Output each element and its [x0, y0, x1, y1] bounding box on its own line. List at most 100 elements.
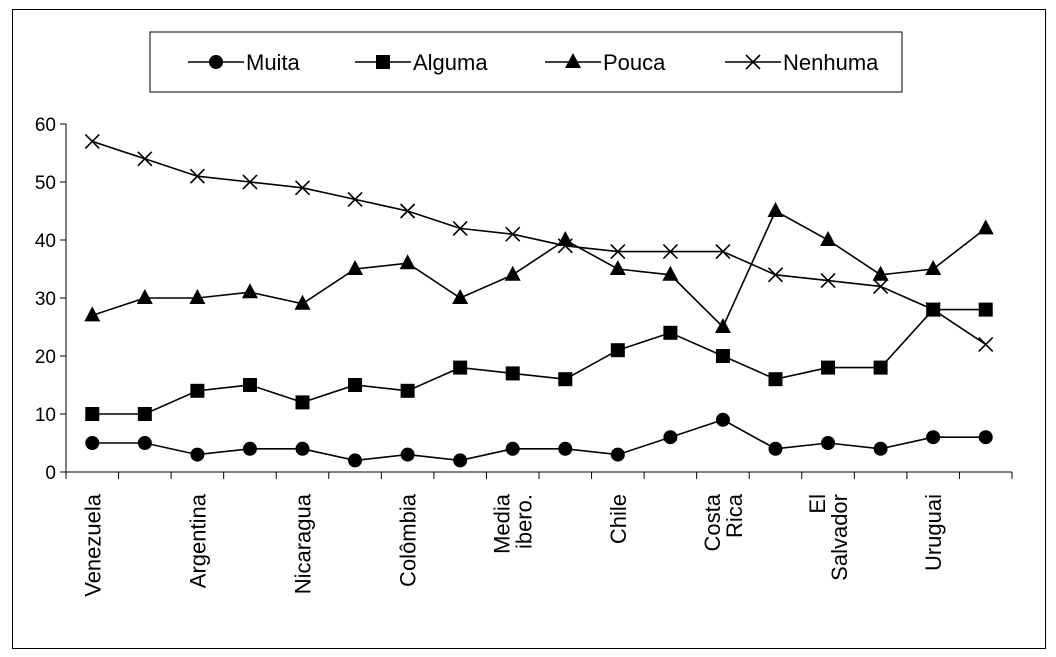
- data-point-muita: [505, 441, 520, 456]
- data-point-muita: [85, 436, 100, 450]
- data-point-muita: [242, 441, 257, 456]
- series-line-muita: [92, 418, 986, 462]
- data-point-muita: [137, 436, 152, 450]
- data-point-alguma: [190, 383, 205, 398]
- data-point-nenhuma: [873, 278, 889, 294]
- data-point-alguma: [505, 366, 520, 381]
- y-tick-label: 40: [35, 231, 56, 252]
- data-point-muita: [295, 441, 310, 456]
- data-point-pouca: [347, 260, 364, 275]
- data-point-nenhuma: [505, 226, 521, 242]
- data-point-muita: [715, 412, 730, 427]
- data-point-pouca: [977, 219, 994, 235]
- data-point-alguma: [821, 360, 836, 375]
- x-category-label: Mediaibero.: [490, 493, 537, 554]
- x-category-label: Chile: [606, 494, 631, 544]
- data-point-pouca: [399, 254, 416, 270]
- series-line-alguma: [92, 308, 986, 415]
- data-point-pouca: [241, 283, 258, 299]
- data-point-alguma: [610, 343, 625, 358]
- data-point-pouca: [189, 289, 206, 304]
- y-tick-label: 0: [45, 463, 56, 484]
- data-point-nenhuma: [347, 191, 363, 207]
- legend-marker-pouca: [565, 53, 581, 68]
- data-point-muita: [821, 436, 836, 450]
- chart-frame: [12, 9, 1046, 649]
- data-point-alguma: [85, 407, 100, 421]
- legend-label-nenhuma: Nenhuma: [783, 50, 879, 75]
- data-point-nenhuma: [925, 302, 941, 318]
- data-point-muita: [663, 430, 678, 445]
- legend-marker-muita: [209, 55, 223, 69]
- data-point-nenhuma: [84, 133, 100, 149]
- legend-label-muita: Muita: [246, 50, 301, 75]
- data-point-nenhuma: [400, 203, 416, 219]
- data-point-alguma: [663, 325, 678, 340]
- data-point-muita: [400, 447, 415, 462]
- data-point-pouca: [84, 306, 101, 322]
- data-point-muita: [926, 430, 941, 445]
- data-point-pouca: [767, 202, 784, 217]
- y-tick-label: 20: [35, 347, 56, 368]
- data-point-nenhuma: [242, 174, 258, 190]
- data-point-muita: [453, 453, 468, 468]
- x-category-label: Nicaragua: [291, 493, 316, 594]
- data-point-alguma: [715, 349, 730, 363]
- data-point-alguma: [348, 378, 363, 392]
- legend: Muita Alguma Pouca Nenhuma: [149, 31, 903, 93]
- data-point-muita: [768, 441, 783, 456]
- data-point-nenhuma: [189, 168, 205, 184]
- x-category-label: Uruguai: [921, 494, 946, 571]
- data-point-nenhuma: [820, 273, 836, 289]
- data-point-pouca: [136, 289, 153, 304]
- legend-marker-alguma: [376, 55, 390, 69]
- series-line-pouca: [92, 209, 987, 329]
- data-point-muita: [873, 441, 888, 456]
- data-point-alguma: [242, 378, 257, 392]
- data-point-nenhuma: [137, 151, 153, 167]
- data-point-nenhuma: [978, 336, 994, 352]
- legend-label-alguma: Alguma: [413, 50, 488, 75]
- data-point-pouca: [294, 294, 311, 310]
- data-point-nenhuma: [662, 244, 678, 260]
- data-point-muita: [348, 453, 363, 468]
- data-point-nenhuma: [715, 244, 731, 260]
- x-category-label: ElSalvador: [805, 494, 852, 581]
- legend-marker-nenhuma: [745, 54, 761, 70]
- data-point-pouca: [714, 318, 731, 333]
- data-point-muita: [190, 447, 205, 462]
- data-point-alguma: [558, 372, 573, 387]
- data-point-pouca: [872, 265, 889, 281]
- data-point-nenhuma: [294, 180, 311, 196]
- data-point-alguma: [768, 372, 783, 387]
- data-point-pouca: [609, 260, 626, 275]
- data-point-nenhuma: [557, 238, 573, 254]
- data-point-alguma: [400, 383, 415, 398]
- data-point-pouca: [820, 231, 837, 246]
- data-point-muita: [978, 430, 993, 445]
- data-point-nenhuma: [767, 267, 784, 283]
- x-category-label: Venezuela: [80, 493, 105, 597]
- data-point-alguma: [295, 395, 310, 410]
- x-category-label: Colômbia: [396, 493, 421, 587]
- y-tick-label: 30: [35, 289, 56, 310]
- data-point-nenhuma: [610, 244, 626, 260]
- y-tick-label: 10: [35, 405, 56, 426]
- y-tick-label: 60: [35, 115, 56, 136]
- data-point-muita: [558, 441, 573, 456]
- data-point-pouca: [925, 260, 942, 275]
- data-point-muita: [610, 447, 625, 462]
- data-point-alguma: [978, 302, 993, 317]
- data-point-alguma: [453, 360, 468, 375]
- y-tick-label: 50: [35, 173, 56, 194]
- x-category-label: CostaRica: [700, 493, 747, 551]
- x-category-label: Argentina: [185, 493, 210, 588]
- data-point-alguma: [137, 407, 152, 421]
- data-point-alguma: [873, 360, 888, 375]
- data-point-nenhuma: [452, 220, 468, 236]
- series-line-nenhuma: [92, 140, 987, 346]
- data-point-pouca: [662, 265, 679, 281]
- data-point-pouca: [504, 265, 521, 281]
- legend-label-pouca: Pouca: [603, 50, 666, 75]
